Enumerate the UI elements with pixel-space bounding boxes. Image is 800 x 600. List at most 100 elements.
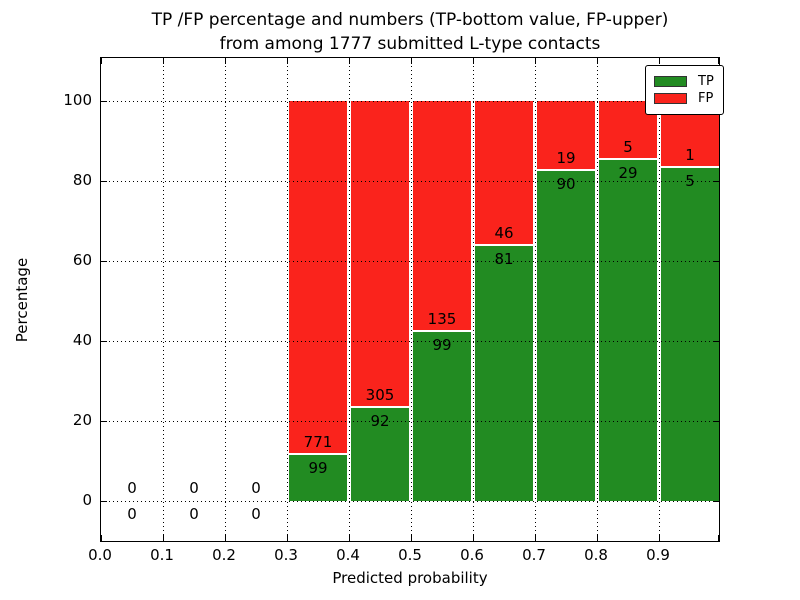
x-axis-tick	[597, 535, 598, 541]
tp-bar-segment	[289, 455, 347, 501]
chart-title-line2: from among 1777 submitted L-type contact…	[219, 34, 601, 54]
y-axis-tick	[101, 181, 107, 182]
horizontal-gridline	[101, 421, 719, 422]
x-tick-label: 0.3	[274, 546, 298, 564]
fp-count-label: 46	[494, 223, 514, 242]
fp-bar-segment	[537, 101, 595, 171]
x-axis-tick-top	[659, 58, 660, 64]
vertical-gridline	[287, 58, 288, 541]
x-axis-tick	[535, 535, 536, 541]
fp-count-label: 0	[251, 479, 261, 497]
vertical-gridline	[225, 58, 226, 541]
x-axis-tick-top	[225, 58, 226, 64]
fp-count-label: 5	[623, 137, 633, 156]
tp-count-label: 99	[432, 335, 452, 354]
x-tick-label: 0.7	[522, 546, 546, 564]
y-axis-tick	[101, 341, 107, 342]
x-axis-tick	[718, 535, 719, 541]
x-tick-label: 0.8	[584, 546, 608, 564]
y-axis-label: Percentage	[13, 257, 31, 343]
tp-count-label: 92	[370, 412, 390, 431]
tp-bar-segment	[351, 408, 409, 501]
y-axis-tick	[101, 501, 107, 502]
chart-title: TP /FP percentage and numbers (TP-bottom…	[100, 8, 720, 56]
chart-title-line1: TP /FP percentage and numbers (TP-bottom…	[151, 10, 669, 30]
tp-count-label: 29	[618, 163, 638, 182]
tp-count-label: 0	[127, 505, 137, 523]
x-axis-tick	[659, 535, 660, 541]
horizontal-gridline	[101, 181, 719, 182]
tp-count-label: 5	[685, 171, 695, 190]
legend-entry-fp: FP	[654, 91, 714, 106]
tp-count-label: 99	[308, 459, 328, 478]
fp-count-label: 305	[365, 386, 395, 405]
tp-bar-segment	[661, 167, 719, 501]
tp-count-label: 0	[189, 505, 199, 523]
x-axis-tick	[163, 535, 164, 541]
y-axis-tick-right	[713, 181, 719, 182]
y-tick-label: 80	[72, 171, 92, 189]
y-axis-tick-right	[713, 421, 719, 422]
y-axis-tick-right	[713, 501, 719, 502]
fp-count-label: 771	[303, 433, 333, 452]
fp-count-label: 0	[127, 479, 137, 497]
x-axis-tick	[349, 535, 350, 541]
y-tick-label: 40	[72, 331, 92, 349]
y-axis-tick	[101, 261, 107, 262]
tp-bar-segment	[599, 159, 657, 501]
y-axis-tick-right	[713, 261, 719, 262]
y-tick-label: 20	[72, 411, 92, 429]
fp-bar-segment	[289, 101, 347, 456]
x-axis-tick-top	[473, 58, 474, 64]
vertical-gridline	[411, 58, 412, 541]
x-axis-tick	[473, 535, 474, 541]
vertical-gridline	[597, 58, 598, 541]
legend: TP FP	[645, 65, 724, 115]
tp-bar-segment	[475, 245, 533, 501]
vertical-gridline	[473, 58, 474, 541]
y-axis-tick	[101, 101, 107, 102]
x-axis-tick	[411, 535, 412, 541]
vertical-gridline	[163, 58, 164, 541]
x-tick-label: 0.9	[646, 546, 670, 564]
y-axis-tick	[101, 421, 107, 422]
x-axis-label: Predicted probability	[332, 569, 488, 587]
fp-bar-segment	[475, 101, 533, 246]
x-axis-tick	[225, 535, 226, 541]
x-tick-label: 0.0	[88, 546, 112, 564]
vertical-gridline	[349, 58, 350, 541]
x-tick-label: 0.5	[398, 546, 422, 564]
vertical-gridline	[659, 58, 660, 541]
x-axis-tick-top	[349, 58, 350, 64]
horizontal-gridline	[101, 261, 719, 262]
x-axis-tick-top	[718, 58, 719, 64]
fp-bar-segment	[351, 101, 409, 409]
fp-count-label: 1	[685, 145, 695, 164]
x-axis-tick-top	[535, 58, 536, 64]
x-axis-tick	[101, 535, 102, 541]
legend-label-fp: FP	[698, 91, 714, 106]
legend-entry-tp: TP	[654, 74, 714, 89]
x-tick-label: 0.2	[212, 546, 236, 564]
tp-count-label: 81	[494, 249, 514, 268]
fp-count-label: 19	[556, 148, 576, 167]
y-tick-label: 60	[72, 251, 92, 269]
horizontal-gridline	[101, 341, 719, 342]
fp-count-label: 0	[189, 479, 199, 497]
horizontal-gridline	[101, 101, 719, 102]
x-tick-label: 0.6	[460, 546, 484, 564]
y-tick-label: 100	[63, 91, 92, 109]
x-axis-tick-top	[163, 58, 164, 64]
x-axis-tick-top	[411, 58, 412, 64]
tp-swatch-icon	[654, 76, 687, 87]
x-axis-tick-top	[287, 58, 288, 64]
fp-bar-segment	[413, 101, 471, 332]
vertical-gridline	[535, 58, 536, 541]
x-tick-label: 0.1	[150, 546, 174, 564]
x-tick-label: 0.4	[336, 546, 360, 564]
fp-count-label: 135	[427, 309, 457, 328]
legend-label-tp: TP	[698, 74, 714, 89]
x-axis-tick-top	[597, 58, 598, 64]
tp-bar-segment	[537, 170, 595, 501]
